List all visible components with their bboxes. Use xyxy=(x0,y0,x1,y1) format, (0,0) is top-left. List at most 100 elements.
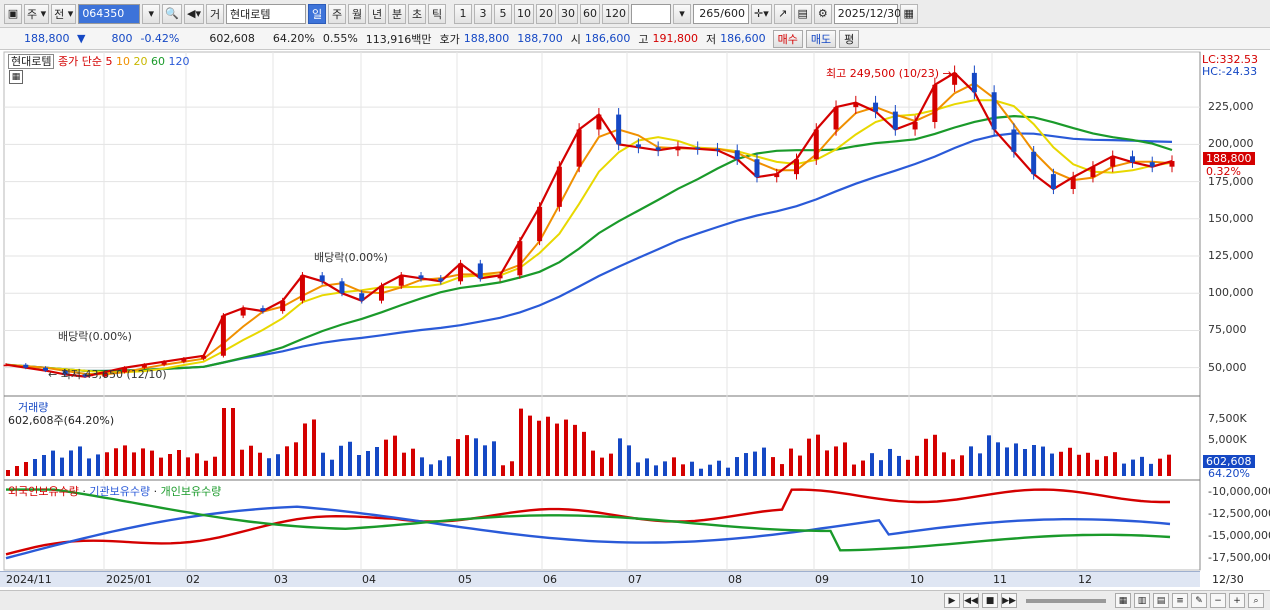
volume-bar xyxy=(339,445,343,476)
candle-body xyxy=(952,72,958,85)
minute-3-button[interactable]: 3 xyxy=(474,3,492,24)
minute-5-button[interactable]: 5 xyxy=(494,3,512,24)
volume-bar xyxy=(42,455,46,476)
volume-bar xyxy=(24,462,28,476)
speaker-icon[interactable]: ◀▾ xyxy=(184,3,204,24)
minute-10-button[interactable]: 10 xyxy=(514,3,534,24)
mode-select-2[interactable]: 전 ▾ xyxy=(51,3,77,24)
flow-line xyxy=(5,488,1170,556)
candle-body xyxy=(141,364,147,368)
zoom-in-icon[interactable]: + xyxy=(1229,593,1245,608)
volume-bar xyxy=(951,459,955,476)
chart-area[interactable]: 현대로템 종가 단순 5 10 20 60 120 ▦ 최고 249,500 (… xyxy=(0,50,1270,590)
volume-bar xyxy=(933,434,937,476)
volume-bar xyxy=(492,441,496,476)
volume-bar xyxy=(789,448,793,476)
flow-legend-indiv: 개인보유수량 xyxy=(160,485,222,498)
compare-icon[interactable]: ▥ xyxy=(1134,593,1150,608)
minute-120-button[interactable]: 120 xyxy=(602,3,629,24)
ask-value: 188,800 xyxy=(463,32,510,45)
candle-body xyxy=(853,102,859,108)
period-second-tab[interactable]: 초 xyxy=(408,3,426,24)
draw-icon[interactable]: ✎ xyxy=(1191,593,1207,608)
period-tick-tab[interactable]: 틱 xyxy=(428,3,446,24)
minute-30-button[interactable]: 30 xyxy=(558,3,578,24)
zoom-slider[interactable] xyxy=(1026,598,1106,603)
forward-icon[interactable]: ▶▶ xyxy=(1001,593,1017,608)
window-icon[interactable]: ▣ xyxy=(4,3,22,24)
stop-icon[interactable]: ■ xyxy=(982,593,998,608)
volume-bar xyxy=(528,415,532,476)
date-input[interactable]: 2025/12/30 xyxy=(833,3,901,24)
period-year-tab[interactable]: 년 xyxy=(368,3,386,24)
minute-20-button[interactable]: 20 xyxy=(536,3,556,24)
save-icon[interactable]: ▤ xyxy=(793,3,812,24)
rewind-icon[interactable]: ◀◀ xyxy=(963,593,979,608)
code-dropdown-icon[interactable]: ▾ xyxy=(142,3,161,24)
candle-body xyxy=(734,150,740,160)
candle-body xyxy=(260,308,266,312)
x-label-5: 05 xyxy=(458,573,472,586)
buy-button[interactable]: 매수 xyxy=(772,29,803,48)
volume-bar xyxy=(753,451,757,476)
volume-bar xyxy=(1041,446,1045,476)
volume-bar xyxy=(771,457,775,476)
volume-bar xyxy=(402,452,406,476)
volume-bar xyxy=(6,470,10,476)
legend-stock-name: 현대로템 xyxy=(8,54,55,69)
mode-select-1[interactable]: 주 ▾ xyxy=(24,3,50,24)
stock-code-input[interactable]: 064350 xyxy=(78,3,141,24)
volume-bar xyxy=(1086,452,1090,476)
ma5-line xyxy=(5,71,1173,378)
x-axis-bar: 2024/11 2025/01 02 03 04 05 06 07 08 09 … xyxy=(0,571,1200,587)
custom-dropdown-icon[interactable]: ▾ xyxy=(673,3,691,24)
count-total: /600 xyxy=(720,7,745,20)
hoga-label: 호가 xyxy=(439,32,460,46)
gear-icon[interactable]: ⚙ xyxy=(813,3,832,24)
volume-bar xyxy=(447,456,451,476)
stock-name-field[interactable]: 현대로템 xyxy=(226,3,306,24)
custom-period-input[interactable] xyxy=(631,3,671,24)
candle-body xyxy=(596,114,602,130)
table-toggle-icon[interactable]: ▦ xyxy=(9,70,23,84)
count-input[interactable]: 265/600 xyxy=(693,3,749,24)
candle-body xyxy=(695,147,701,149)
volume-bar xyxy=(348,441,352,476)
line-tool-icon[interactable]: ↗ xyxy=(773,3,792,24)
calendar-icon[interactable]: ▦ xyxy=(899,3,918,24)
search-icon[interactable]: 🔍 xyxy=(162,3,183,24)
vol-tick-2: 5,000K xyxy=(1208,433,1247,446)
current-pct-label: 0.32% xyxy=(1206,165,1241,178)
period-minute-tab[interactable]: 분 xyxy=(388,3,406,24)
cross-icon[interactable]: ✛▾ xyxy=(751,3,772,24)
minute-60-button[interactable]: 60 xyxy=(580,3,600,24)
volume-bar xyxy=(834,446,838,476)
minute-1-button[interactable]: 1 xyxy=(454,3,472,24)
candle-body xyxy=(62,370,68,375)
volume-bar xyxy=(285,446,289,476)
volume-bar xyxy=(744,453,748,476)
volume-bar xyxy=(906,459,910,476)
period-week-tab[interactable]: 주 xyxy=(328,3,346,24)
volume-value: 602,608 xyxy=(209,32,255,45)
period-day-tab[interactable]: 일 xyxy=(308,3,326,24)
ma5-path xyxy=(5,71,1173,378)
eval-button[interactable]: 평 xyxy=(839,29,860,48)
price-chart-svg[interactable] xyxy=(0,50,1270,590)
zoom-out-icon[interactable]: − xyxy=(1210,593,1226,608)
bottom-toolbar: ▶ ◀◀ ■ ▶▶ ▦ ▥ ▤ ≡ ✎ − + ⌕ xyxy=(0,590,1270,610)
magnifier-icon[interactable]: ⌕ xyxy=(1248,593,1264,608)
period-month-tab[interactable]: 월 xyxy=(348,3,366,24)
layout-icon[interactable]: ▦ xyxy=(1115,593,1131,608)
high-label: 고 xyxy=(638,32,649,46)
sell-button[interactable]: 매도 xyxy=(805,29,837,48)
grid-icon[interactable]: ▤ xyxy=(1153,593,1169,608)
line-style-icon[interactable]: ≡ xyxy=(1172,593,1188,608)
candle-body xyxy=(161,361,167,365)
lc-label: LC:332.53 xyxy=(1202,53,1259,66)
candle-body xyxy=(774,174,780,178)
candle-body xyxy=(1031,151,1037,175)
x-label-0: 2024/11 xyxy=(6,573,52,586)
play-icon[interactable]: ▶ xyxy=(944,593,960,608)
candle-body xyxy=(1169,161,1175,167)
